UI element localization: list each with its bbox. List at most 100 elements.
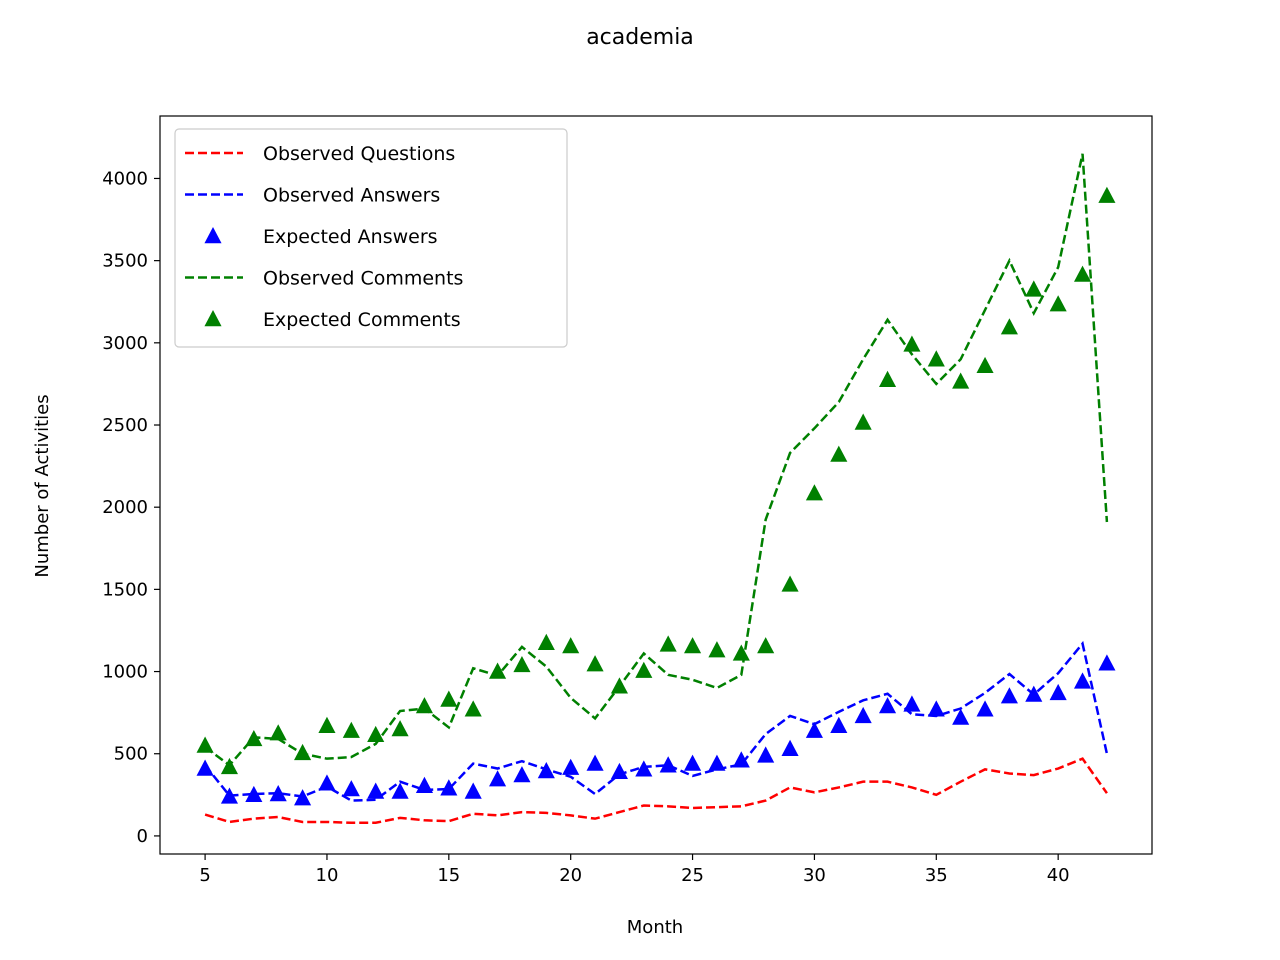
expected-comments-point [878, 370, 897, 388]
expected-comments-point [196, 736, 214, 753]
expected-answers-point [1073, 672, 1092, 689]
legend-label-expected-answers: Expected Answers [263, 226, 438, 248]
expected-answers-point [927, 700, 945, 717]
expected-answers-point [830, 716, 848, 733]
expected-comments-point [489, 662, 507, 679]
expected-answers-point [976, 700, 994, 717]
expected-answers-point [342, 780, 360, 797]
expected-answers-point [1098, 654, 1116, 671]
expected-answers-point [586, 754, 604, 771]
expected-comments-point [415, 697, 434, 714]
expected-answers-point [562, 758, 580, 775]
expected-answers-point [537, 761, 555, 779]
expected-answers-point [1000, 687, 1018, 704]
expected-comments-point [391, 720, 409, 737]
expected-comments-point [294, 743, 312, 761]
expected-comments-point [562, 637, 580, 654]
x-tick-label: 40 [1047, 865, 1070, 886]
x-tick-label: 30 [803, 865, 826, 886]
expected-answers-point [245, 785, 263, 803]
expected-comments-point [1073, 265, 1092, 282]
expected-answers-point [391, 782, 409, 799]
expected-comments-point [854, 413, 872, 430]
y-tick-label: 3000 [102, 333, 148, 354]
observed-comments-line [204, 153, 1109, 767]
y-axis-label: Number of Activities [32, 394, 53, 577]
expected-comments-point [220, 757, 239, 775]
expected-answers-point [489, 770, 507, 787]
legend-swatch-expected-answers [204, 227, 222, 244]
expected-comments-point [732, 644, 750, 661]
expected-answers-point [1049, 683, 1067, 701]
legend: Observed Questions Observed Answers Expect… [174, 128, 568, 348]
legend-label-expected-comments: Expected Comments [263, 309, 461, 331]
x-tick-label: 25 [681, 865, 704, 886]
expected-answers-point [854, 706, 872, 724]
expected-comments-point [781, 575, 799, 592]
expected-comments-point [245, 729, 263, 747]
expected-comments-point [513, 655, 531, 673]
expected-answers-point [513, 766, 531, 783]
expected-answers-point [367, 782, 385, 799]
expected-answers-point [708, 754, 726, 771]
expected-answers-point [903, 695, 921, 712]
expected-answers-point [440, 779, 458, 796]
legend-box [174, 128, 568, 348]
legend-label-observed-answers: Observed Answers [263, 185, 440, 207]
x-axis-label: Month [627, 917, 683, 938]
expected-answers-point [659, 756, 677, 773]
legend-swatch-expected-comments [204, 310, 222, 327]
expected-answers-point [196, 759, 214, 776]
expected-comments-point [464, 700, 482, 717]
x-tick-label: 10 [316, 865, 339, 886]
expected-answers-point [635, 760, 653, 777]
expected-answers-point [805, 721, 823, 738]
legend-label-observed-questions: Observed Questions [263, 143, 455, 165]
observed-answers-line [204, 640, 1109, 802]
expected-answers-point [610, 762, 628, 780]
expected-comments-point [610, 677, 628, 694]
chart-title: academia [586, 25, 694, 50]
y-tick-label: 3500 [102, 251, 148, 272]
plot-area: 5 10 15 20 25 30 35 40 0 500 1000 1500 2000 2500 3000 3… [102, 115, 1153, 886]
expected-answers-point [294, 789, 312, 806]
expected-answers-point [415, 776, 434, 793]
expected-answers-point [684, 754, 702, 771]
expected-comments-point [1000, 318, 1018, 335]
y-tick-label: 0 [137, 826, 148, 847]
expected-answers-point [952, 708, 970, 725]
expected-comments-point [976, 356, 994, 374]
y-tick-label: 4000 [102, 168, 148, 189]
x-tick-label: 35 [925, 865, 948, 886]
expected-comments-point [805, 484, 823, 501]
expected-comments-point [927, 350, 945, 367]
expected-answers-point [781, 739, 799, 757]
expected-comments-point [1025, 280, 1043, 297]
expected-comments-point [367, 725, 385, 743]
x-tick-label: 20 [559, 865, 582, 886]
x-tick-label: 15 [437, 865, 460, 886]
expected-comments-point [684, 637, 702, 654]
expected-comments-point [708, 641, 726, 658]
expected-answers-point [732, 751, 750, 768]
expected-comments-point [1049, 295, 1067, 312]
x-tick-label: 5 [199, 865, 210, 886]
y-tick-label: 2500 [102, 415, 148, 436]
expected-answers-point [878, 697, 897, 714]
y-tick-label: 2000 [102, 497, 148, 518]
expected-comments-point [903, 335, 921, 352]
expected-answers-point [464, 782, 482, 799]
expected-comments-point [757, 637, 775, 654]
expected-answers-point [1025, 685, 1043, 702]
observed-questions-line [204, 757, 1108, 825]
expected-comments-point [342, 721, 360, 738]
expected-answers-point [318, 774, 336, 791]
plot-frame [159, 115, 1153, 855]
expected-answers-point [269, 785, 287, 802]
expected-comments-point [537, 633, 555, 650]
expected-comments-point [1098, 186, 1116, 203]
expected-comments-point [269, 724, 287, 741]
expected-comments-point [440, 690, 458, 707]
legend-label-observed-comments: Observed Comments [263, 268, 463, 290]
